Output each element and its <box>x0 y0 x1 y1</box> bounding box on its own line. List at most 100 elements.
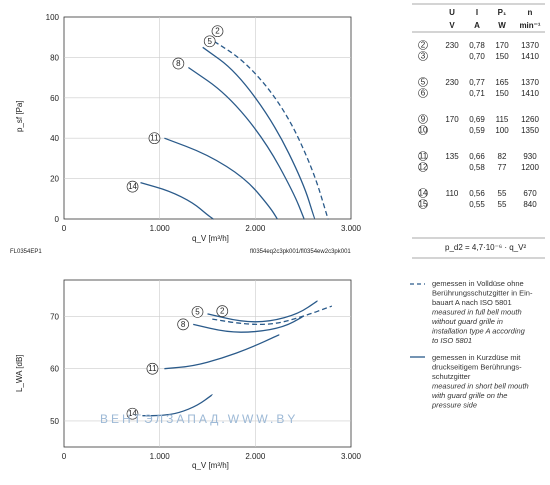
table-row: 10 0,59 100 1350 <box>418 125 539 135</box>
legend-text: Berührungsschutzgitter in Ein- <box>432 289 533 298</box>
legend-text-en: to ISO 5801 <box>432 336 472 345</box>
row-curve-circle <box>418 114 428 124</box>
y-tick-label: 80 <box>50 53 59 62</box>
curve-label-8: 8 <box>177 318 189 331</box>
legend-text-en: without guard grille in <box>432 317 503 326</box>
pressure-chart: 0 20 40 60 80 100 0 1.000 2.000 3.000 25 8 11 14 p_… <box>10 13 362 255</box>
cell-n: 670 <box>523 189 537 198</box>
cell-I: 0,71 <box>469 89 485 98</box>
table-unit: A <box>474 21 480 30</box>
cell-n: 1260 <box>521 115 539 124</box>
table-row: 12 0,58 77 1200 <box>418 162 539 172</box>
cell-U: 230 <box>445 41 459 50</box>
cell-I: 0,78 <box>469 41 485 50</box>
series-line-5 <box>202 46 316 220</box>
curve-label-circle <box>148 132 161 145</box>
curve-label-text: 8 <box>181 320 186 329</box>
curve-label-5: 5 <box>203 35 216 48</box>
row-curve-number: 11 <box>419 152 428 161</box>
legend-text: gemessen in Volldüse ohne <box>432 279 524 288</box>
cell-U: 170 <box>445 115 459 124</box>
cell-I: 0,59 <box>469 126 485 135</box>
curve-label-text: 5 <box>207 37 212 46</box>
row-curve-circle <box>418 77 428 87</box>
cell-n: 1200 <box>521 163 539 172</box>
sound-chart: 50 60 70 0 1.000 2.000 3.000 2 58 11 14 L_WA [dB… <box>15 279 362 470</box>
row-curve-circle <box>418 188 428 198</box>
curve-label-circle <box>203 35 216 48</box>
cell-P: 100 <box>495 126 509 135</box>
row-curve-number: 15 <box>419 200 428 209</box>
y-tick-label: 60 <box>50 94 59 103</box>
curve-label-text: 2 <box>215 27 220 36</box>
row-curve-number: 10 <box>419 126 428 135</box>
legend-text-en: pressure side <box>431 401 477 410</box>
curve-label-text: 14 <box>128 182 137 191</box>
bottom-chart-frame <box>63 279 352 448</box>
cell-P: 77 <box>498 163 507 172</box>
watermark: ВЕНТЭЛЗАПАД.WWW.BY <box>100 412 298 426</box>
table-row: 5 230 0,77 165 1370 <box>418 77 539 87</box>
cell-I: 0,58 <box>469 163 485 172</box>
x-tick-label: 0 <box>62 224 67 233</box>
cell-I: 0,70 <box>469 52 485 61</box>
table-header: P₁ <box>498 8 507 17</box>
legend: gemessen in Volldüse ohneBerührungsschut… <box>410 279 533 410</box>
curve-label-8: 8 <box>172 57 185 70</box>
table-row: 6 0,71 150 1410 <box>418 88 539 98</box>
curve-label-11: 11 <box>146 362 159 375</box>
series-line-14 <box>142 394 213 417</box>
cell-I: 0,69 <box>469 115 485 124</box>
top-xlabel: q_V [m³/h] <box>192 234 229 243</box>
top-chart-frame <box>63 16 352 220</box>
cell-P: 150 <box>495 89 509 98</box>
curve-label-5: 5 <box>191 306 204 318</box>
table-row: 9 170 0,69 115 1260 <box>418 114 539 124</box>
row-curve-number: 9 <box>421 115 426 124</box>
curve-label-14: 14 <box>126 180 139 193</box>
legend-text: gemessen in Kurzdüse mit <box>432 353 521 362</box>
curve-label-text: 8 <box>176 59 181 68</box>
cell-n: 1370 <box>521 41 539 50</box>
series-line-2 <box>212 305 333 326</box>
series-line-5 <box>207 300 318 323</box>
curve-label-circle <box>177 318 189 331</box>
row-curve-circle <box>418 88 428 98</box>
curve-label-circle <box>216 305 229 317</box>
legend-text-en: installation type A according <box>432 327 526 336</box>
y-tick-label: 100 <box>46 13 60 22</box>
legend-text-en: with guard grille on the <box>432 391 507 400</box>
series-line-11 <box>164 137 278 220</box>
curve-label-text: 11 <box>148 364 157 373</box>
row-curve-circle <box>418 151 428 161</box>
row-curve-circle <box>418 51 428 61</box>
curve-label-text: 11 <box>150 134 159 143</box>
curve-label-circle <box>172 57 185 70</box>
row-curve-circle <box>418 162 428 172</box>
cell-P: 165 <box>495 78 509 87</box>
x-tick-label: 1.000 <box>150 452 171 461</box>
curve-label-text: 2 <box>220 307 225 316</box>
row-curve-number: 2 <box>421 41 426 50</box>
row-curve-number: 5 <box>421 78 426 87</box>
x-tick-label: 0 <box>62 452 67 461</box>
table-header: I <box>476 8 478 17</box>
table-row: 14 110 0,56 55 670 <box>418 188 537 198</box>
x-tick-label: 1.000 <box>150 224 171 233</box>
y-tick-label: 70 <box>50 313 59 322</box>
y-tick-label: 40 <box>50 134 59 143</box>
cell-I: 0,55 <box>469 200 485 209</box>
curve-label-circle <box>211 25 224 38</box>
cell-n: 1410 <box>521 52 539 61</box>
row-curve-circle <box>418 125 428 135</box>
table-unit: V <box>449 21 455 30</box>
y-tick-label: 0 <box>55 215 60 224</box>
curve-label-2: 2 <box>216 305 229 317</box>
legend-text-en: measured in short bell mouth <box>432 382 529 391</box>
top-left-code: FL0354EP1 <box>10 249 42 255</box>
row-curve-number: 14 <box>419 189 428 198</box>
legend-text: schutzgitter <box>432 372 471 381</box>
series-line-8 <box>193 315 304 333</box>
table-unit: min⁻¹ <box>519 21 540 30</box>
